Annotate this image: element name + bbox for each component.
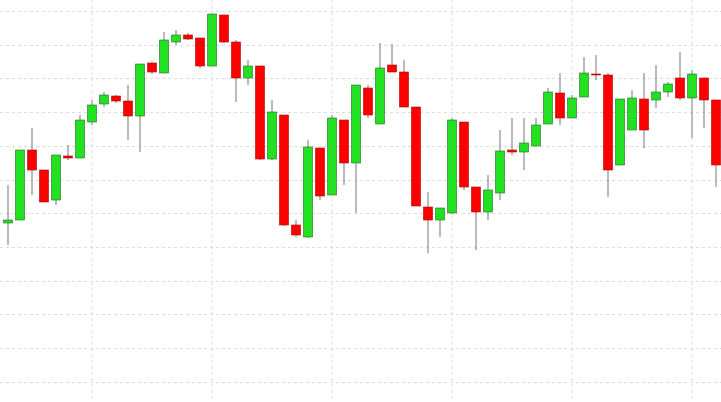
candle-body: [387, 64, 397, 73]
candle-body: [519, 142, 529, 153]
candle-body: [459, 121, 469, 188]
candle-body: [183, 34, 193, 40]
candle-body: [195, 37, 205, 67]
candle-body: [291, 224, 301, 236]
candle-body: [399, 71, 409, 108]
candle-body: [507, 149, 517, 153]
candle-body: [567, 97, 577, 119]
candle-body: [435, 207, 445, 221]
candle-body: [147, 62, 157, 73]
candle-body: [603, 74, 613, 171]
candle-body: [591, 73, 601, 76]
candle-body: [639, 98, 649, 131]
candle-body: [219, 14, 229, 43]
candle-body: [135, 63, 145, 117]
candle-body: [531, 124, 541, 147]
candle-body: [51, 154, 61, 201]
candle-body: [627, 97, 637, 131]
candle-body: [411, 106, 421, 207]
candle-body: [495, 150, 505, 194]
candle-body: [243, 65, 253, 79]
candle-body: [699, 77, 709, 101]
candle-body: [207, 13, 217, 67]
candle-body: [351, 84, 361, 164]
candle-body: [279, 114, 289, 226]
candle-body: [483, 189, 493, 213]
candle-body: [99, 94, 109, 105]
candle-body: [555, 92, 565, 119]
candle-body: [675, 77, 685, 99]
candle-body: [615, 98, 625, 166]
candle-body: [159, 39, 169, 74]
candle-body: [375, 67, 385, 125]
candle-body: [423, 206, 433, 221]
candle-body: [123, 100, 133, 117]
candle-body: [543, 91, 553, 125]
candle-body: [303, 146, 313, 238]
candle-body: [315, 147, 325, 197]
candle-body: [339, 119, 349, 164]
candle-body: [171, 34, 181, 43]
candle-body: [231, 41, 241, 79]
candle-body: [87, 104, 97, 123]
candle-body: [255, 65, 265, 160]
candle-body: [471, 186, 481, 213]
candle-body: [663, 83, 673, 93]
candle-body: [363, 87, 373, 116]
candle-body: [111, 95, 121, 102]
candle-body: [687, 73, 697, 99]
candle-body: [39, 169, 49, 203]
candle-body: [447, 119, 457, 214]
candle-body: [75, 119, 85, 159]
candle-body: [63, 155, 73, 159]
candle-body: [3, 219, 13, 224]
candle-body: [579, 72, 589, 98]
candle-body: [711, 99, 721, 166]
candle-body: [15, 149, 25, 221]
candle-body: [327, 117, 337, 196]
candle-body: [651, 91, 661, 101]
candle-body: [267, 111, 277, 160]
candle-body: [27, 149, 37, 171]
